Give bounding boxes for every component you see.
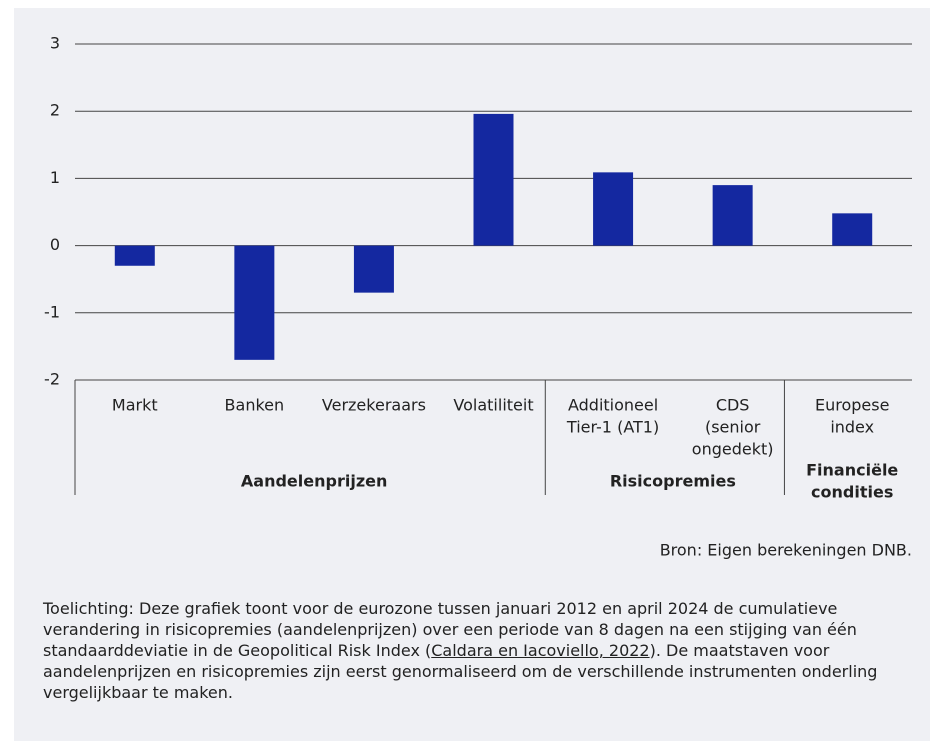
y-tick-label: 1 [50, 168, 60, 187]
note-text: ). De maatstaven voor aandelenprijzen en… [43, 641, 878, 702]
chart: Bron: Eigen berekeningen DNB. -2 -1 0 1 2 3 Ma… [44, 34, 912, 560]
x-tick-label: Additioneel [568, 396, 658, 415]
x-tick-label: (senior [705, 418, 761, 437]
x-tick-label: index [830, 418, 874, 437]
x-tick-label: Verzekeraars [322, 396, 426, 415]
x-tick-label: Europese [815, 396, 889, 415]
group-label: Risicopremies [610, 472, 736, 491]
x-tick-label: Banken [225, 396, 285, 415]
bar [473, 113, 514, 246]
group-label: condities [811, 483, 893, 502]
x-tick-label: Tier-1 (AT1) [566, 418, 659, 437]
y-tick-label: -1 [44, 302, 60, 321]
source: Bron: Eigen berekeningen DNB. [660, 541, 912, 560]
note: Toelichting: Deze grafiek toont voor de … [43, 598, 913, 703]
note-link[interactable]: Caldara en Iacoviello, 2022 [431, 641, 650, 660]
x-tick-label: Volatiliteit [453, 396, 533, 415]
bar [832, 213, 873, 246]
y-tick-label: -2 [44, 370, 60, 389]
y-tick-label: 3 [50, 34, 60, 53]
x-tick-label: ongedekt) [692, 440, 774, 459]
x-tick-label: CDS [716, 396, 750, 415]
y-tick-label: 2 [50, 101, 60, 120]
y-tick-label: 0 [50, 235, 60, 254]
bar [353, 245, 394, 293]
group-label: Financiële [806, 461, 898, 480]
bar [593, 172, 634, 246]
bar [712, 185, 753, 246]
bar [234, 245, 275, 360]
panel [14, 8, 930, 741]
bar [114, 245, 155, 266]
note-text: Toelichting: Deze grafiek toont voor de … [43, 599, 857, 660]
x-tick-label: Markt [112, 396, 158, 415]
group-label: Aandelenprijzen [241, 472, 387, 491]
